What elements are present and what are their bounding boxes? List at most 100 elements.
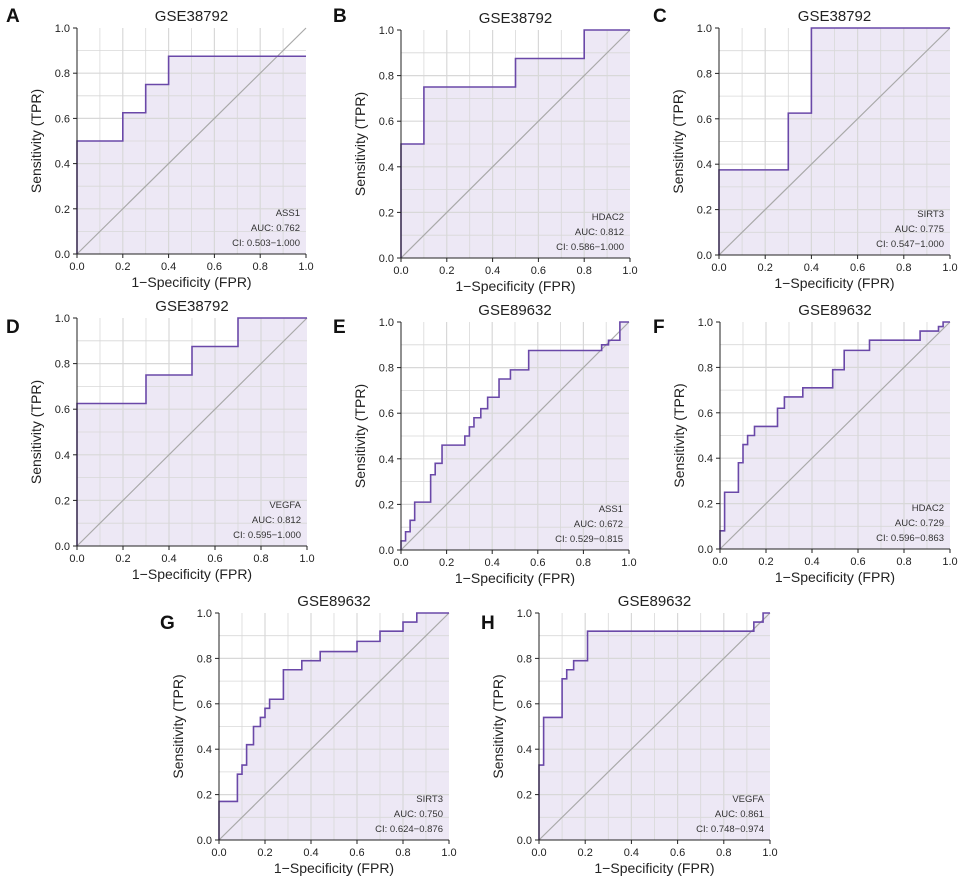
x-tick-label: 0.8 <box>576 557 591 569</box>
legend-gene: VEGFA <box>269 500 301 511</box>
y-tick-label: 0.8 <box>698 362 713 374</box>
legend-ci: CI: 0.529−0.815 <box>555 534 623 545</box>
grid-lines <box>539 613 770 840</box>
y-axis-title: Sensitivity (TPR) <box>671 383 687 487</box>
diagonal-reference-line <box>400 321 630 551</box>
panel-title: GSE89632 <box>297 593 370 610</box>
y-axis-title: Sensitivity (TPR) <box>28 380 44 484</box>
legend-auc: AUC: 0.672 <box>574 519 623 530</box>
y-tick-label: 0.2 <box>379 207 394 219</box>
roc-panel-d: D GSE38792 0.0 0.2 0.4 0.6 0.8 1.0 0.0 0.2 0.4 0.6 0… <box>6 298 315 582</box>
x-tick-label: 0.6 <box>530 557 545 569</box>
x-tick-label: 0.4 <box>804 556 819 568</box>
y-tick-label: 0.6 <box>55 404 70 416</box>
y-tick-label: 0.4 <box>697 159 712 171</box>
y-tick-label: 1.0 <box>55 23 70 35</box>
legend-ci: CI: 0.547−1.000 <box>876 239 944 250</box>
panel-title: GSE38792 <box>479 10 552 27</box>
x-tick-label: 0.8 <box>253 553 268 565</box>
roc-panel-a: A GSE38792 0.0 0.2 0.4 0.6 0.8 1.0 0.0 0.2 0.4 0.6 0… <box>6 6 314 290</box>
y-tick-label: 0.2 <box>55 204 70 216</box>
x-tick-label: 0.2 <box>115 261 130 273</box>
panel-letter: H <box>481 613 495 634</box>
x-axis-title: 1−Specificity (FPR) <box>455 278 575 294</box>
y-tick-label: 0.2 <box>197 790 212 802</box>
y-tick-label: 0.2 <box>517 790 532 802</box>
panel-letter: B <box>333 6 347 27</box>
x-tick-label: 0.4 <box>303 847 318 859</box>
diagonal-reference-line <box>719 321 951 550</box>
roc-curve <box>76 317 307 546</box>
y-tick-label: 0.0 <box>55 249 70 261</box>
x-tick-label: 0.0 <box>393 265 408 277</box>
y-tick-label: 0.8 <box>517 653 532 665</box>
legend-gene: ASS1 <box>276 208 300 219</box>
y-tick-label: 0.4 <box>698 453 713 465</box>
legend-ci: CI: 0.595−1.000 <box>233 530 301 541</box>
roc-curve <box>400 29 630 258</box>
x-tick-label: 0.0 <box>69 261 84 273</box>
x-tick-label: 0.4 <box>485 557 500 569</box>
roc-curve <box>400 321 629 550</box>
y-tick-label: 0.2 <box>379 499 394 511</box>
legend-auc: AUC: 0.861 <box>715 809 764 820</box>
legend-gene: HDAC2 <box>912 503 944 514</box>
x-tick-label: 0.4 <box>485 265 500 277</box>
panel-letter: D <box>6 317 20 338</box>
y-tick-label: 1.0 <box>698 317 713 329</box>
x-tick-label: 1.0 <box>942 262 957 274</box>
x-tick-label: 0.8 <box>577 265 592 277</box>
x-tick-label: 0.4 <box>161 261 176 273</box>
y-tick-label: 0.4 <box>55 450 70 462</box>
x-tick-label: 0.4 <box>161 553 176 565</box>
legend-auc: AUC: 0.729 <box>895 518 944 529</box>
x-tick-label: 0.6 <box>850 556 865 568</box>
legend-ci: CI: 0.596−0.863 <box>876 533 944 544</box>
x-tick-label: 0.8 <box>896 556 911 568</box>
x-tick-label: 0.2 <box>115 553 130 565</box>
x-tick-label: 0.0 <box>711 262 726 274</box>
x-axis-title: 1−Specificity (FPR) <box>775 569 895 585</box>
x-tick-label: 0.2 <box>578 847 593 859</box>
roc-panel-g: G GSE89632 0.0 0.2 0.4 0.6 0.8 1.0 0.0 0.2 0.4 0.6 0… <box>160 593 457 876</box>
legend-auc: AUC: 0.750 <box>394 809 443 820</box>
panel-title: GSE89632 <box>478 302 551 319</box>
x-tick-label: 0.6 <box>349 847 364 859</box>
x-tick-label: 1.0 <box>621 557 636 569</box>
x-tick-label: 0.8 <box>716 847 731 859</box>
x-axis-title: 1−Specificity (FPR) <box>132 566 252 582</box>
roc-curve <box>719 321 950 549</box>
y-tick-label: 0.0 <box>55 541 70 553</box>
y-tick-label: 0.4 <box>517 744 532 756</box>
y-tick-label: 0.8 <box>55 359 70 371</box>
legend-gene: HDAC2 <box>592 212 624 223</box>
y-tick-label: 1.0 <box>197 608 212 620</box>
x-tick-label: 1.0 <box>942 556 957 568</box>
legend-gene: ASS1 <box>599 504 623 515</box>
x-axis-title: 1−Specificity (FPR) <box>131 274 251 290</box>
roc-panel-c: C GSE38792 0.0 0.2 0.4 0.6 0.8 1.0 0.0 0.2 0.4 0.6 0… <box>653 6 958 291</box>
panel-letter: C <box>653 6 667 27</box>
y-tick-label: 0.2 <box>697 205 712 217</box>
diagonal-reference-line <box>718 27 951 256</box>
grid-lines <box>219 613 449 840</box>
x-tick-label: 0.0 <box>211 847 226 859</box>
x-tick-label: 0.6 <box>207 261 222 273</box>
x-tick-label: 0.6 <box>531 265 546 277</box>
x-tick-label: 0.0 <box>69 553 84 565</box>
diagonal-reference-line <box>538 612 771 841</box>
y-tick-label: 0.8 <box>55 68 70 80</box>
y-tick-label: 0.6 <box>379 408 394 420</box>
y-tick-label: 0.0 <box>517 835 532 847</box>
legend-gene: SIRT3 <box>917 209 944 220</box>
y-tick-label: 0.8 <box>379 363 394 375</box>
x-tick-label: 0.0 <box>393 557 408 569</box>
x-tick-label: 1.0 <box>762 847 777 859</box>
legend-ci: CI: 0.624−0.876 <box>375 824 443 835</box>
y-tick-label: 1.0 <box>55 313 70 325</box>
roc-curve <box>218 612 449 840</box>
y-tick-label: 0.0 <box>197 835 212 847</box>
roc-panel-e: E GSE89632 0.0 0.2 0.4 0.6 0.8 1.0 0.0 0.2 0.4 0.6 0… <box>333 302 637 586</box>
y-tick-label: 0.6 <box>697 114 712 126</box>
